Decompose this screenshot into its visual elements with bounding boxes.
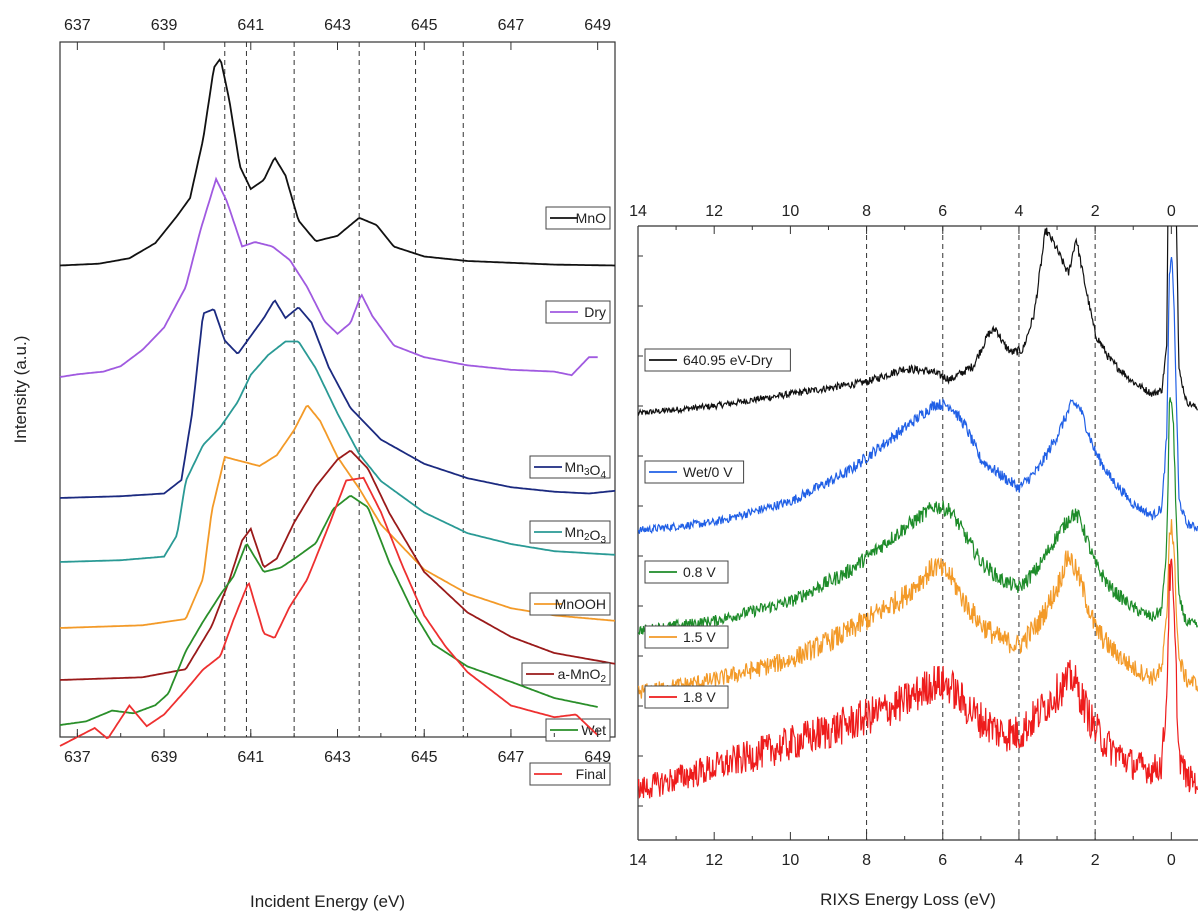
xas-x-tick-label: 649: [584, 749, 611, 766]
xas-series-line-a-mno2: [59, 450, 616, 681]
rixs-x-tick-label: 4: [1014, 852, 1023, 869]
rixs-x-tick-label: 2: [1091, 852, 1100, 869]
rixs-legend-label-wet-0-v: Wet/0 V: [683, 464, 733, 480]
rixs-legend-box-0-8-v: [644, 560, 729, 584]
xas-top-tick-label: 647: [498, 17, 525, 34]
xas-x-tick-label: 647: [498, 749, 525, 766]
rixs-legend-label-640-95-ev-dry: 640.95 eV-Dry: [683, 352, 773, 368]
rixs-top-tick-label: 14: [629, 203, 647, 220]
xas-legend-label-a-mno2: a-MnO2: [558, 666, 607, 685]
rixs-legend-box-wet-0-v: [644, 460, 745, 484]
rixs-top-tick-label: 2: [1091, 203, 1100, 220]
rixs-series-line-640-95-ev-dry: [638, 226, 1198, 417]
xas-legend-label-mn2o3: Mn2O3: [565, 524, 607, 546]
rixs-x-tick-label: 0: [1167, 852, 1176, 869]
xas-x-tick-label: 645: [411, 749, 438, 766]
rixs-x-tick-label: 10: [781, 852, 799, 869]
rixs-top-tick-label: 4: [1014, 203, 1023, 220]
xas-top-tick-label: 637: [64, 17, 91, 34]
xas-legend-box-mnooh: [529, 592, 611, 616]
xas-legend-box-final: [529, 762, 611, 786]
rixs-series-line-1-8-v: [638, 558, 1198, 800]
xas-series-line-mn2o3: [59, 340, 616, 563]
rixs-legend-label-1-5-v: 1.5 V: [683, 629, 716, 645]
xas-x-tick-label: 641: [237, 749, 264, 766]
rixs-panel: 640.95 eV-Dry Wet/0 V 0.8 V 1.5 V 1.8 V 14 12 1…: [629, 203, 1198, 909]
xas-y-axis-label: Intensity (a.u.): [11, 336, 30, 444]
xas-x-tick-label: 637: [64, 749, 91, 766]
xas-legend-box-mn2o3: [529, 520, 611, 544]
xas-top-tick-label: 641: [237, 17, 264, 34]
rixs-x-tick-label: 6: [938, 852, 947, 869]
rixs-legend-box-1-5-v: [644, 625, 729, 649]
xas-legend-label-final: Final: [576, 766, 606, 782]
xas-series-line-wet: [59, 495, 598, 726]
xas-legend-box-mn3o4: [529, 455, 611, 479]
xas-top-tick-label: 643: [324, 17, 351, 34]
rixs-x-axis-label: RIXS Energy Loss (eV): [820, 890, 996, 909]
rixs-series-line-1-5-v: [638, 519, 1198, 699]
xas-legend-label-mnooh: MnOOH: [555, 596, 606, 612]
rixs-series-line-wet-0-v: [638, 256, 1198, 534]
xas-series-line-mnooh: [59, 404, 616, 629]
xas-top-tick-label: 645: [411, 17, 438, 34]
rixs-legend-box-640-95-ev-dry: [644, 348, 791, 372]
xas-x-tick-label: 639: [151, 749, 178, 766]
xas-legend-label-mno: MnO: [576, 210, 606, 226]
rixs-legend-label-1-8-v: 1.8 V: [683, 689, 716, 705]
xas-series-line-final: [59, 476, 599, 747]
rixs-series-line-0-8-v: [638, 397, 1198, 636]
rixs-top-tick-label: 12: [705, 203, 723, 220]
rixs-top-tick-label: 6: [938, 203, 947, 220]
xas-plot-frame: [59, 41, 616, 738]
xas-series-line-mno: [59, 58, 615, 267]
rixs-x-tick-label: 12: [705, 852, 723, 869]
rixs-legend-box-1-8-v: [644, 685, 729, 709]
xas-series-line-mn3o4: [59, 299, 616, 499]
xas-top-tick-label: 639: [151, 17, 178, 34]
xas-x-axis-label: Incident Energy (eV): [250, 892, 405, 911]
rixs-x-tick-label: 14: [629, 852, 647, 869]
xas-top-tick-label: 649: [584, 17, 611, 34]
xas-legend-label-mn3o4: Mn3O4: [565, 459, 607, 481]
rixs-x-tick-label: 8: [862, 852, 871, 869]
rixs-top-tick-label: 10: [781, 203, 799, 220]
xas-series-line-dry: [59, 176, 598, 378]
rixs-top-tick-label: 8: [862, 203, 871, 220]
xas-legend-label-dry: Dry: [584, 304, 606, 320]
rixs-legend-label-0-8-v: 0.8 V: [683, 564, 716, 580]
xas-legend-box-a-mno2: [521, 662, 611, 686]
rixs-top-tick-label: 0: [1167, 203, 1176, 220]
xas-x-tick-label: 643: [324, 749, 351, 766]
